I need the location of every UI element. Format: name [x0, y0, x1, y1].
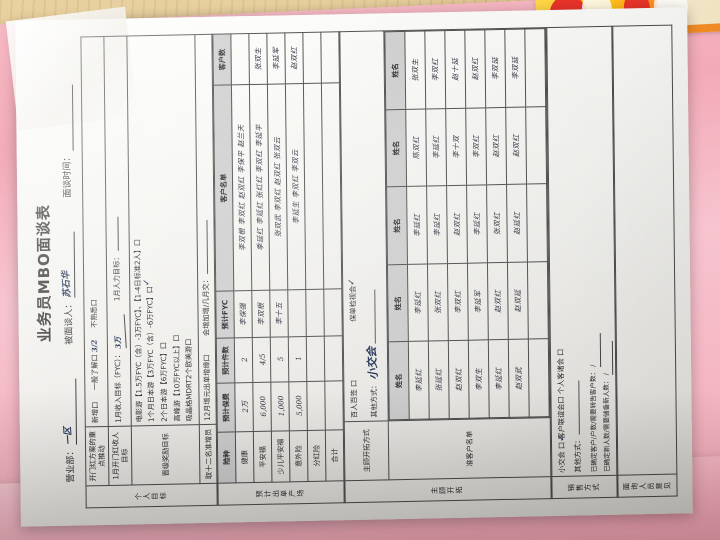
screenshot-stage: 业务员MBO面谈表 营业部： 一区 被面谈人： 苏石华 面谈时间： [0, 0, 720, 540]
scene-lighting [0, 0, 720, 540]
